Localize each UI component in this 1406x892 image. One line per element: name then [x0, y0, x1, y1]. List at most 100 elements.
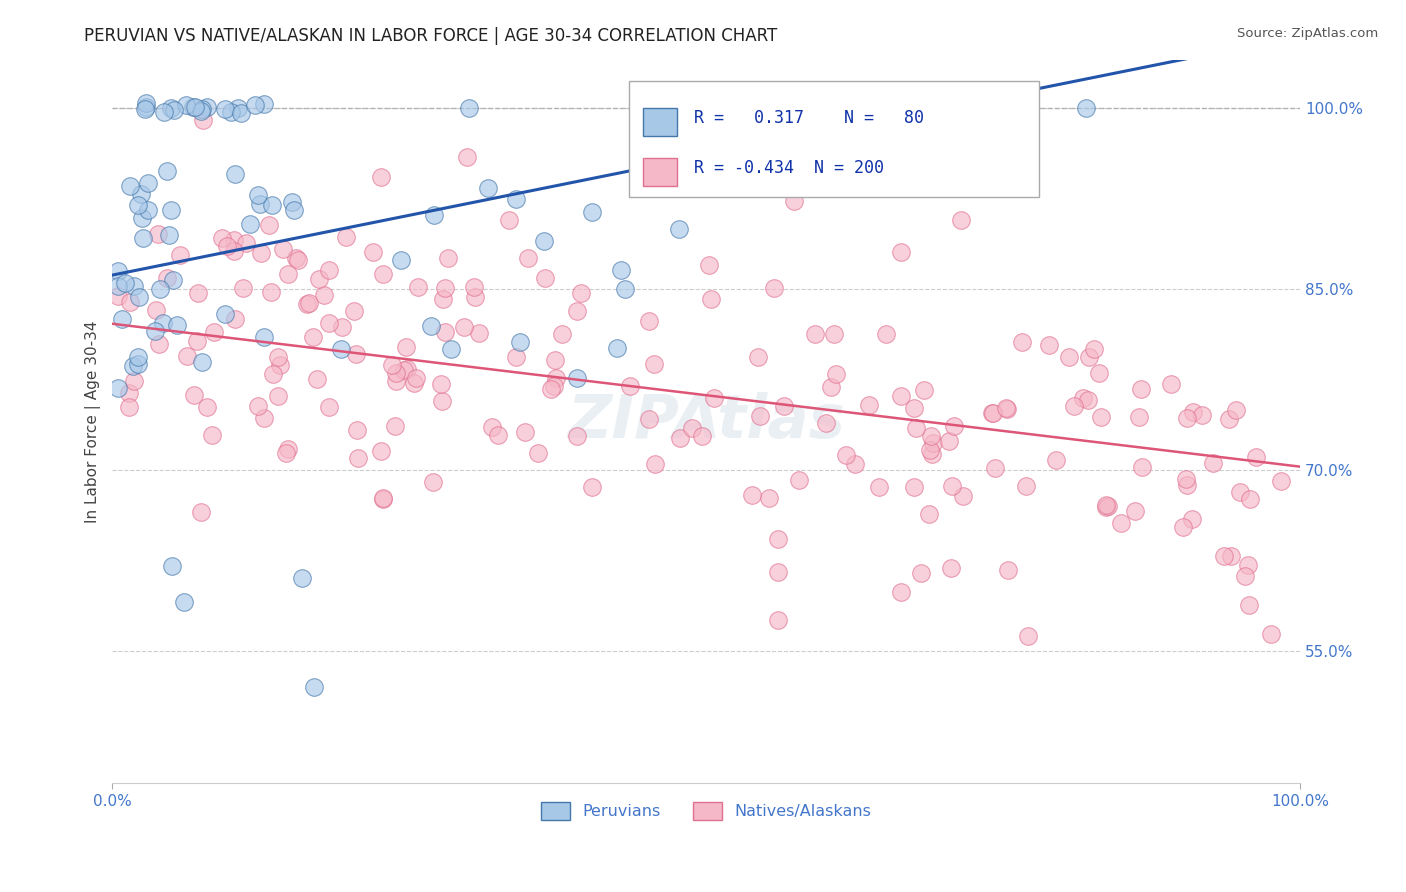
Point	[481, 419, 503, 434]
Point	[917, 508, 939, 522]
Point	[160, 101, 183, 115]
Point	[581, 205, 603, 219]
Point	[143, 324, 166, 338]
Point	[271, 242, 294, 256]
Point	[346, 423, 368, 437]
Point	[908, 101, 931, 115]
Point	[565, 428, 588, 442]
Point	[111, 312, 134, 326]
Point	[1181, 405, 1204, 419]
Point	[114, 276, 136, 290]
Point	[148, 337, 170, 351]
Point	[274, 445, 297, 459]
Point	[762, 281, 785, 295]
Point	[222, 233, 245, 247]
Point	[668, 431, 690, 445]
Point	[193, 112, 215, 127]
Point	[1175, 478, 1198, 492]
Point	[637, 314, 659, 328]
Point	[287, 253, 309, 268]
Point	[613, 282, 636, 296]
Point	[697, 259, 720, 273]
Point	[304, 680, 326, 694]
Point	[202, 326, 225, 340]
Point	[329, 342, 352, 356]
Point	[224, 312, 246, 326]
Point	[505, 192, 527, 206]
Point	[190, 102, 212, 116]
Point	[700, 292, 723, 306]
Point	[910, 566, 932, 580]
Point	[277, 267, 299, 281]
Point	[766, 565, 789, 579]
Point	[394, 362, 416, 376]
Point	[858, 398, 880, 412]
Point	[160, 559, 183, 574]
Point	[433, 281, 456, 295]
Point	[404, 376, 426, 390]
Point	[1011, 334, 1033, 349]
Point	[235, 236, 257, 251]
Point	[384, 418, 406, 433]
Point	[343, 303, 366, 318]
Point	[540, 382, 562, 396]
Point	[419, 318, 441, 333]
Point	[222, 244, 245, 259]
Point	[1076, 101, 1098, 115]
Text: R =   0.317    N =   80: R = 0.317 N = 80	[695, 109, 924, 127]
Point	[787, 473, 810, 487]
Point	[434, 326, 457, 340]
Point	[498, 213, 520, 227]
Point	[695, 101, 717, 115]
Y-axis label: In Labor Force | Age 30-34: In Labor Force | Age 30-34	[86, 320, 101, 523]
Point	[565, 371, 588, 385]
Point	[1171, 520, 1194, 534]
Point	[534, 271, 557, 285]
Point	[950, 213, 973, 227]
Point	[277, 442, 299, 456]
Point	[456, 150, 478, 164]
Point	[1014, 479, 1036, 493]
Point	[190, 505, 212, 519]
Point	[214, 102, 236, 116]
Point	[190, 104, 212, 119]
Point	[298, 296, 321, 310]
Point	[385, 374, 408, 388]
Point	[253, 410, 276, 425]
Point	[135, 99, 157, 113]
Point	[1237, 598, 1260, 612]
Point	[312, 288, 335, 302]
Point	[124, 278, 146, 293]
Point	[825, 368, 848, 382]
Point	[389, 253, 412, 268]
Point	[423, 209, 446, 223]
Point	[516, 251, 538, 265]
Point	[903, 401, 925, 415]
Point	[941, 561, 963, 575]
Point	[219, 104, 242, 119]
Point	[211, 231, 233, 245]
Point	[318, 317, 340, 331]
Point	[1174, 473, 1197, 487]
Point	[920, 442, 942, 457]
Point	[157, 227, 180, 242]
Point	[169, 248, 191, 262]
Point	[136, 203, 159, 218]
Point	[1270, 474, 1292, 488]
Point	[128, 290, 150, 304]
Point	[1090, 410, 1112, 425]
Point	[396, 362, 419, 376]
Point	[187, 285, 209, 300]
Point	[922, 436, 945, 450]
Point	[921, 447, 943, 461]
Point	[370, 443, 392, 458]
Point	[107, 380, 129, 394]
Point	[432, 394, 454, 409]
Point	[681, 420, 703, 434]
Point	[122, 374, 145, 388]
Point	[569, 285, 592, 300]
Point	[544, 371, 567, 385]
Point	[257, 219, 280, 233]
Point	[912, 384, 935, 398]
Point	[565, 304, 588, 318]
